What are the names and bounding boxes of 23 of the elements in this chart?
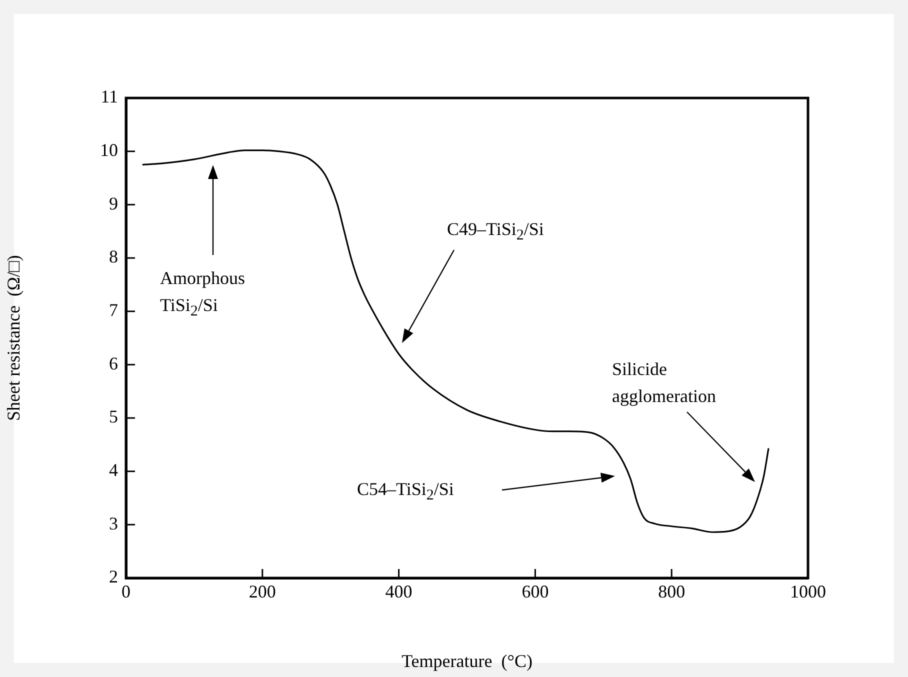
annotation: Amorphous TiSi$_{2}$/Si: [160, 267, 245, 320]
line-series: [142, 149, 770, 533]
y-tick-label: 10: [100, 140, 118, 160]
y-tick-label: 5: [109, 406, 118, 427]
annotation: C49–TiSi$_{2}$/Si: [447, 218, 544, 244]
x-tick-label: 0: [122, 582, 130, 602]
x-tick-label: 800: [658, 582, 686, 602]
annotation: C54–TiSi$_{2}$/Si: [357, 478, 454, 504]
x-axis-title: Temperature (°C): [402, 650, 532, 671]
y-tick-label: 8: [109, 246, 118, 267]
y-axis-title: Sheet resistance (Ω/□): [4, 255, 24, 421]
y-tick-label: 2: [109, 566, 118, 587]
y-tick-label: 9: [109, 193, 118, 214]
y-tick-label: 4: [109, 460, 118, 480]
x-tick-label: 400: [385, 582, 412, 602]
y-tick-label: 11: [100, 86, 118, 107]
y-tick-label: 6: [109, 353, 118, 374]
x-tick-label: 1000: [790, 582, 826, 602]
y-tick-label: 7: [109, 300, 118, 320]
x-tick-label: 200: [248, 582, 276, 602]
annotation: Silicide agglomeration: [612, 358, 716, 408]
y-tick-label: 3: [109, 513, 118, 534]
x-tick-label: 600: [522, 582, 549, 602]
